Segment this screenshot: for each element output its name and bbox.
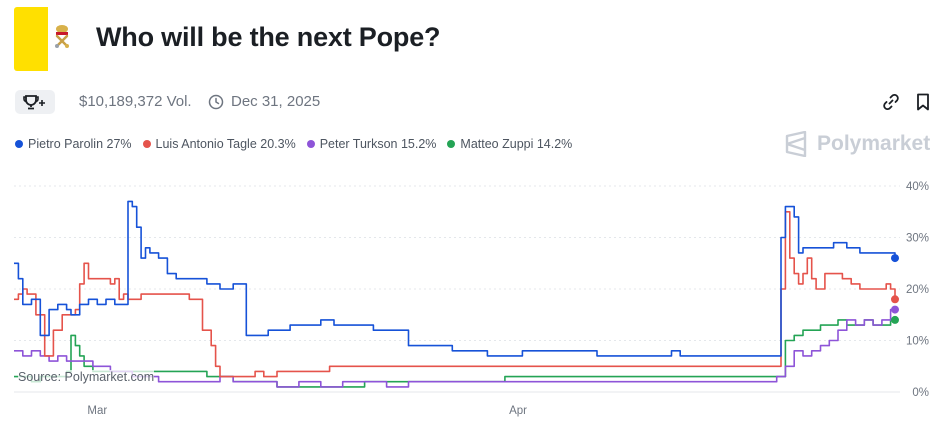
y-tick-label: 20% xyxy=(906,284,929,296)
polymarket-logo-icon xyxy=(785,131,807,157)
legend-dot xyxy=(142,140,151,148)
legend-dot xyxy=(306,140,315,148)
y-tick-label: 10% xyxy=(906,336,929,348)
end-date-text: Dec 31, 2025 xyxy=(231,93,321,110)
legend-label: Matteo Zuppi 14.2% xyxy=(460,137,573,151)
link-icon[interactable] xyxy=(882,93,900,116)
series-end-dot-peter-turkson xyxy=(891,305,899,314)
y-tick-label: 0% xyxy=(912,387,929,399)
y-tick-label: 40% xyxy=(906,181,929,193)
series-line-pietro-parolin xyxy=(14,200,896,357)
legend-item-parolin: Pietro Parolin 27% xyxy=(15,137,132,151)
vatican-flag-icon xyxy=(14,7,84,71)
bookmark-icon[interactable] xyxy=(915,93,931,116)
legend-item-turkson: Peter Turkson 15.2% xyxy=(306,137,437,151)
brand-name: Polymarket xyxy=(817,132,931,155)
legend-label: Peter Turkson 15.2% xyxy=(319,137,437,151)
legend-label: Luis Antonio Tagle 20.3% xyxy=(155,137,296,151)
trophy-button[interactable] xyxy=(15,90,55,114)
end-date: Dec 31, 2025 xyxy=(208,93,320,110)
page-title: Who will be the next Pope? xyxy=(96,22,441,52)
series-end-dot-matteo-zuppi xyxy=(891,315,899,324)
legend-dot xyxy=(15,140,23,148)
trophy-icon xyxy=(23,95,45,110)
volume-text: $10,189,372 Vol. xyxy=(79,93,192,110)
polymarket-logo: Polymarket xyxy=(784,131,930,157)
x-tick-label: Mar xyxy=(87,405,107,417)
x-tick-label: Apr xyxy=(509,405,527,417)
series-end-dot-luis-antonio-tagle xyxy=(891,295,899,304)
legend-dot xyxy=(447,140,456,148)
source-label: Source: Polymarket.com xyxy=(18,370,155,384)
series-line-luis-antonio-tagle xyxy=(14,211,896,378)
y-tick-label: 30% xyxy=(906,233,929,245)
series-line-peter-turkson xyxy=(14,308,895,388)
legend-item-tagle: Luis Antonio Tagle 20.3% xyxy=(142,137,296,151)
clock-icon xyxy=(208,94,224,109)
series-end-dot-pietro-parolin xyxy=(891,254,899,263)
chart-legend: Pietro Parolin 27% Luis Antonio Tagle 20… xyxy=(15,137,583,151)
legend-label: Pietro Parolin 27% xyxy=(28,137,132,151)
legend-item-zuppi: Matteo Zuppi 14.2% xyxy=(447,137,572,151)
